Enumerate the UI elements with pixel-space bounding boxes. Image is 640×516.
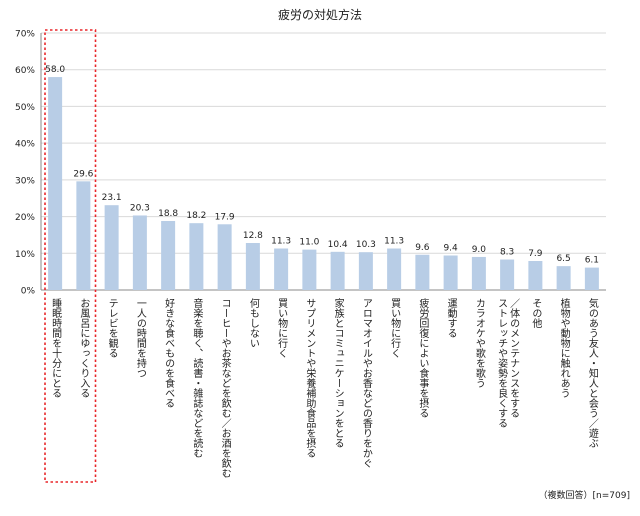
x-tick-label: 家族とコミュニケーションをとる xyxy=(332,297,344,448)
data-label: 11.3 xyxy=(384,237,404,247)
bar xyxy=(302,249,317,290)
x-tick-label: 買い物に行く xyxy=(389,298,401,358)
bar xyxy=(471,256,486,290)
data-label: 9.0 xyxy=(472,245,487,255)
chart-title: 疲労の対処方法 xyxy=(277,8,362,22)
x-tick-label: 運動する xyxy=(445,298,457,338)
x-tick-label: テレビを観る xyxy=(106,298,118,358)
data-label: 10.4 xyxy=(328,240,348,250)
y-tick-label: 60% xyxy=(15,66,35,76)
x-tick-label: 気のあう友人・知人と会う／遊ぶ xyxy=(586,297,598,448)
y-tick-label: 70% xyxy=(15,30,35,40)
data-label: 7.9 xyxy=(528,249,543,259)
data-label: 29.6 xyxy=(73,169,93,179)
x-tick-label: その他 xyxy=(530,298,542,329)
data-label: 10.3 xyxy=(356,240,376,250)
data-label: 18.2 xyxy=(186,211,206,221)
y-tick-label: 20% xyxy=(15,213,35,223)
data-label: 18.8 xyxy=(158,209,178,219)
x-tick-label: 好きな食べものを食べる xyxy=(163,298,175,408)
bar xyxy=(76,181,91,290)
data-label: 11.0 xyxy=(299,238,319,248)
bar xyxy=(217,224,232,290)
data-label: 8.3 xyxy=(500,248,514,258)
x-tick-label: 買い物に行く xyxy=(276,298,288,358)
data-label: 12.8 xyxy=(243,231,263,241)
x-tick-label: 音楽を聴く、読書・雑誌などを読む xyxy=(191,297,203,458)
y-tick-label: 50% xyxy=(15,103,35,113)
bar xyxy=(274,248,289,290)
bar xyxy=(189,223,204,290)
x-tick-label: 疲労回復によい食事を摂る xyxy=(417,297,429,418)
data-label: 6.5 xyxy=(556,254,570,264)
bar xyxy=(330,251,345,290)
bar xyxy=(161,220,176,290)
x-tick-label: 何もしない xyxy=(247,297,259,348)
bar xyxy=(104,205,119,290)
bar xyxy=(500,259,515,290)
x-tick-label: アロマオイルやお香などの香りをかぐ xyxy=(360,298,372,468)
data-label: 9.6 xyxy=(415,243,430,253)
x-tick-label: ／体のメンテナンスをする xyxy=(508,298,520,418)
bar xyxy=(245,243,260,290)
bar xyxy=(584,267,599,290)
x-tick-label: カラオケや歌を歌う xyxy=(473,298,485,388)
y-tick-label: 30% xyxy=(15,176,35,186)
sample-size-note: （複数回答）[n=709] xyxy=(538,491,630,501)
y-tick-label: 10% xyxy=(15,250,35,260)
x-tick-label: サプリメントや栄養補助食品を摂る xyxy=(304,298,316,458)
bar xyxy=(358,252,373,290)
data-label: 23.1 xyxy=(102,193,122,203)
bar xyxy=(443,255,458,290)
data-label: 58.0 xyxy=(45,65,65,75)
x-tick-label: お風呂にゆっくり入る xyxy=(78,298,90,398)
data-label: 6.1 xyxy=(585,256,599,266)
bar xyxy=(556,266,571,290)
bar xyxy=(528,260,543,290)
data-label: 20.3 xyxy=(130,203,150,213)
x-tick-label: 植物や動物に触れあう xyxy=(558,297,570,398)
bar xyxy=(48,77,63,290)
data-label: 17.9 xyxy=(215,212,235,222)
data-label: 9.4 xyxy=(443,243,458,253)
x-tick-label: コーヒーやお茶などを飲む／お酒を飲む xyxy=(219,298,231,478)
x-tick-label: 一人の時間を持つ xyxy=(134,298,146,378)
bar xyxy=(132,215,147,290)
y-tick-label: 0% xyxy=(21,287,36,297)
x-tick-label: ストレッチや姿勢を良くする xyxy=(496,298,508,428)
bar xyxy=(387,248,402,290)
x-tick-label: 睡眠時間を十分にとる xyxy=(50,297,62,398)
highlight-box xyxy=(44,29,97,483)
bar xyxy=(415,254,430,290)
y-tick-label: 40% xyxy=(15,140,35,150)
data-label: 11.3 xyxy=(271,237,291,247)
